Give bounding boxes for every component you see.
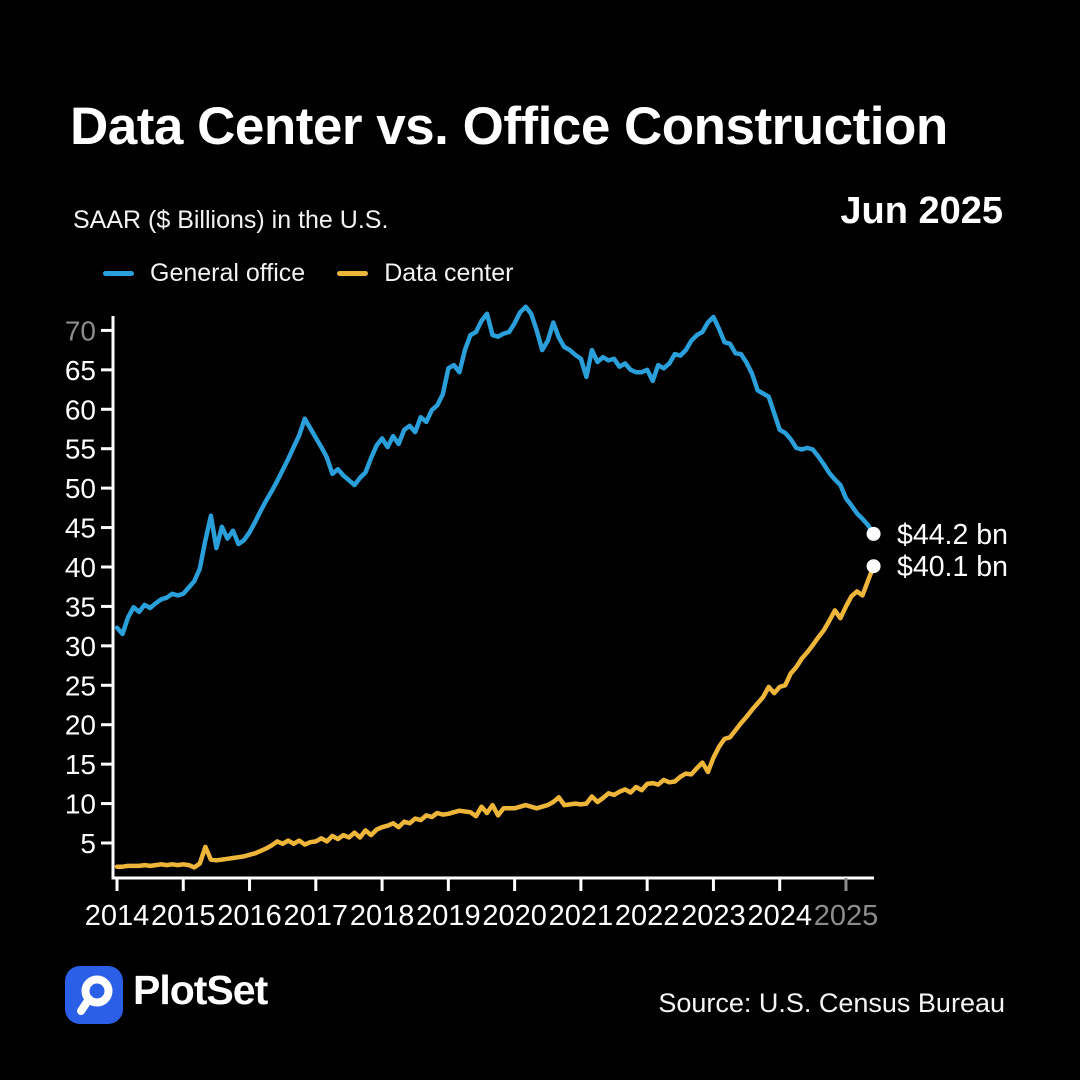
y-tick-label: 55 xyxy=(65,434,96,465)
x-tick-label: 2024 xyxy=(747,900,812,932)
x-tick-label: 2023 xyxy=(681,900,746,932)
x-tick-label: 2015 xyxy=(151,900,216,932)
y-tick-label: 40 xyxy=(65,552,96,583)
y-tick-label: 70 xyxy=(65,315,96,346)
legend: General office Data center xyxy=(103,259,513,288)
y-tick-label: 20 xyxy=(65,710,96,741)
y-tick-label: 65 xyxy=(65,355,96,386)
y-tick-label: 60 xyxy=(65,394,96,425)
general-office-end-dot xyxy=(866,526,881,541)
x-tick-label: 2016 xyxy=(217,900,282,932)
page-title: Data Center vs. Office Construction xyxy=(70,97,948,156)
chart-subtitle: SAAR ($ Billions) in the U.S. xyxy=(73,206,389,234)
x-tick-label: 2018 xyxy=(350,900,415,932)
x-tick-label: 2022 xyxy=(615,900,680,932)
y-tick-label: 35 xyxy=(65,591,96,622)
data-center-line xyxy=(114,563,876,870)
y-tick-label: 15 xyxy=(65,749,96,780)
y-tick-label: 50 xyxy=(65,473,96,504)
source-text: Source: U.S. Census Bureau xyxy=(658,988,1005,1018)
data-center-end-label: $40.1 bn xyxy=(897,551,1008,583)
x-tick-label: 2021 xyxy=(549,900,614,932)
y-tick-label: 10 xyxy=(65,789,96,820)
x-tick-label: 2020 xyxy=(482,900,547,932)
x-tick-label: 2014 xyxy=(85,900,150,932)
general-office-line xyxy=(114,304,876,637)
data-center-swatch xyxy=(337,271,369,276)
legend-label: Data center xyxy=(384,259,514,287)
date-label: Jun 2025 xyxy=(840,190,1003,232)
x-tick-label: 2017 xyxy=(284,900,349,932)
data-center-end-dot xyxy=(866,559,881,574)
plotset-logo-icon xyxy=(65,966,123,1024)
y-tick-label: 45 xyxy=(65,513,96,544)
y-tick-label: 25 xyxy=(65,670,96,701)
legend-item-general-office: General office xyxy=(103,259,305,288)
x-tick-label: 2019 xyxy=(416,900,481,932)
legend-label: General office xyxy=(150,259,306,287)
legend-item-data-center: Data center xyxy=(337,259,513,288)
x-tick-label: 2025 xyxy=(814,900,879,932)
y-tick-label: 5 xyxy=(80,828,96,859)
brand-wordmark: PlotSet xyxy=(133,967,268,1013)
general-office-swatch xyxy=(103,271,134,276)
y-tick-label: 30 xyxy=(65,631,96,662)
general-office-end-label: $44.2 bn xyxy=(897,519,1008,551)
